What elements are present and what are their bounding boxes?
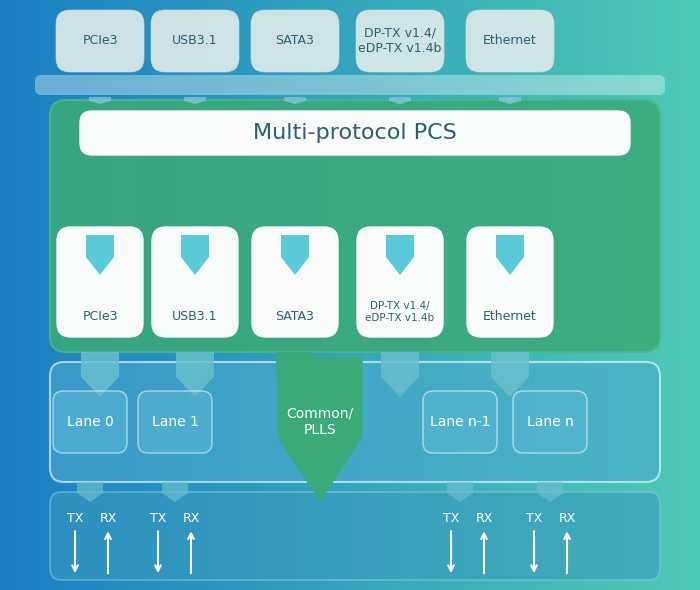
Text: DP-TX v1.4/
eDP-TX v1.4b: DP-TX v1.4/ eDP-TX v1.4b (358, 27, 442, 55)
FancyBboxPatch shape (151, 10, 239, 72)
Text: TX: TX (150, 512, 166, 525)
FancyBboxPatch shape (50, 492, 660, 580)
FancyBboxPatch shape (53, 391, 127, 453)
Text: Lane 0: Lane 0 (66, 415, 113, 429)
Polygon shape (89, 97, 111, 104)
Polygon shape (277, 357, 363, 502)
FancyBboxPatch shape (513, 391, 587, 453)
FancyBboxPatch shape (252, 227, 338, 337)
Text: USB3.1: USB3.1 (172, 34, 218, 48)
Polygon shape (162, 482, 188, 502)
Polygon shape (447, 482, 473, 502)
Text: RX: RX (559, 512, 575, 525)
FancyBboxPatch shape (35, 75, 665, 95)
FancyBboxPatch shape (423, 391, 497, 453)
FancyBboxPatch shape (152, 227, 238, 337)
FancyBboxPatch shape (56, 10, 144, 72)
Polygon shape (284, 97, 306, 104)
FancyBboxPatch shape (357, 227, 443, 337)
Text: Ethernet: Ethernet (483, 310, 537, 323)
Text: Multi-protocol PCS: Multi-protocol PCS (253, 123, 457, 143)
Text: Lane n: Lane n (526, 415, 573, 429)
Polygon shape (281, 235, 309, 275)
FancyBboxPatch shape (50, 100, 660, 352)
Text: RX: RX (475, 512, 493, 525)
Polygon shape (386, 235, 414, 275)
FancyBboxPatch shape (80, 111, 630, 155)
Text: PCIe3: PCIe3 (83, 34, 118, 48)
FancyBboxPatch shape (138, 391, 212, 453)
Text: TX: TX (66, 512, 83, 525)
FancyBboxPatch shape (467, 227, 553, 337)
Text: Lane n-1: Lane n-1 (430, 415, 490, 429)
Text: SATA3: SATA3 (276, 34, 314, 48)
Polygon shape (389, 97, 411, 104)
Text: TX: TX (443, 512, 459, 525)
Polygon shape (491, 352, 529, 397)
Text: RX: RX (99, 512, 117, 525)
Text: Common/
PLLS: Common/ PLLS (286, 407, 354, 437)
Polygon shape (176, 352, 214, 397)
Text: PCIe3: PCIe3 (83, 310, 118, 323)
Polygon shape (81, 352, 119, 397)
FancyBboxPatch shape (251, 10, 339, 72)
Polygon shape (537, 482, 563, 502)
Text: SATA3: SATA3 (276, 310, 314, 323)
Text: DP-TX v1.4/
eDP-TX v1.4b: DP-TX v1.4/ eDP-TX v1.4b (365, 301, 435, 323)
Text: USB3.1: USB3.1 (172, 310, 218, 323)
Text: Lane 1: Lane 1 (152, 415, 198, 429)
FancyBboxPatch shape (356, 10, 444, 72)
Polygon shape (181, 235, 209, 275)
Polygon shape (499, 97, 521, 104)
Text: RX: RX (182, 512, 199, 525)
Polygon shape (496, 235, 524, 275)
Polygon shape (276, 352, 314, 397)
Polygon shape (77, 482, 103, 502)
Polygon shape (86, 235, 114, 275)
Text: Ethernet: Ethernet (483, 34, 537, 48)
Polygon shape (184, 97, 206, 104)
Polygon shape (381, 352, 419, 397)
FancyBboxPatch shape (50, 362, 660, 482)
FancyBboxPatch shape (466, 10, 554, 72)
Text: TX: TX (526, 512, 543, 525)
FancyBboxPatch shape (57, 227, 143, 337)
